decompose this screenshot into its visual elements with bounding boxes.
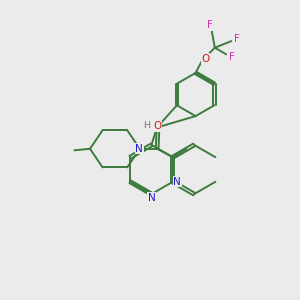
Text: N: N <box>148 193 155 203</box>
Text: F: F <box>207 20 213 30</box>
Text: N: N <box>152 121 159 131</box>
Text: O: O <box>154 121 162 131</box>
Text: F: F <box>234 34 240 44</box>
Text: O: O <box>202 53 210 64</box>
Text: N: N <box>135 144 143 154</box>
Text: H: H <box>143 122 151 130</box>
Text: N: N <box>173 177 181 187</box>
Text: F: F <box>229 52 235 62</box>
